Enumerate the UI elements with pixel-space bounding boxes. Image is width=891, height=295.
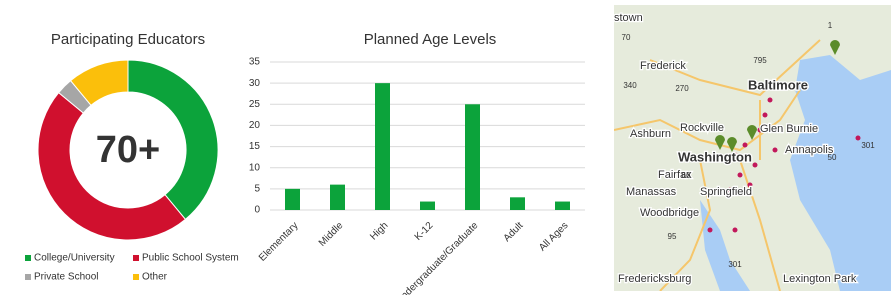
legend-label: Public School System bbox=[142, 253, 239, 264]
place-label: Manassas bbox=[626, 186, 677, 198]
shield: 301 bbox=[728, 260, 742, 269]
legend-swatch bbox=[25, 255, 31, 261]
center-label: 70+ bbox=[96, 129, 160, 171]
shield: 301 bbox=[861, 141, 875, 150]
shield: 50 bbox=[828, 153, 837, 162]
shield: 70 bbox=[622, 33, 631, 42]
x-tick-label: Adult bbox=[502, 220, 526, 244]
bar bbox=[285, 188, 300, 210]
legend-swatch bbox=[133, 274, 139, 280]
legend-label: Other bbox=[142, 272, 168, 283]
x-tick-label: Elementary bbox=[257, 220, 301, 264]
water bbox=[790, 55, 891, 291]
y-tick-label: 15 bbox=[249, 141, 261, 152]
place-label: Glen Burnie bbox=[760, 123, 818, 135]
y-tick-label: 10 bbox=[249, 162, 261, 173]
shield: 270 bbox=[675, 84, 689, 93]
donut-segment bbox=[127, 59, 219, 221]
x-tick-label: Middle bbox=[317, 220, 346, 249]
shield: 795 bbox=[753, 56, 767, 65]
map: stown Frederick Baltimore Rockville Ashb… bbox=[614, 5, 891, 291]
map-labels: stown Frederick Baltimore Rockville Ashb… bbox=[614, 11, 875, 287]
legend-label: Private School bbox=[34, 272, 98, 283]
shield: 1 bbox=[828, 21, 833, 30]
x-tick-label: Undergraduate/Graduate bbox=[394, 220, 481, 295]
legend-label: College/University bbox=[34, 253, 115, 264]
y-tick-label: 5 bbox=[254, 183, 260, 194]
place-label: Springfield bbox=[700, 186, 752, 198]
place-label: Frederick bbox=[640, 60, 686, 72]
legend-swatch bbox=[25, 274, 31, 280]
bar bbox=[375, 83, 390, 210]
place-label: Washington bbox=[678, 149, 752, 164]
place-label: Woodbridge bbox=[640, 207, 699, 219]
donut-segment bbox=[37, 91, 187, 241]
place-label: Annapolis bbox=[785, 144, 834, 156]
place-label: Lexington Park bbox=[783, 273, 857, 285]
bar bbox=[330, 184, 345, 210]
place-label: Ashburn bbox=[630, 128, 671, 140]
y-tick-label: 35 bbox=[249, 57, 261, 68]
place-label: Fredericksburg bbox=[618, 273, 691, 285]
bar bbox=[420, 201, 435, 210]
place-label: Rockville bbox=[680, 122, 724, 134]
y-tick-label: 0 bbox=[254, 205, 260, 216]
chart-title: Planned Age Levels bbox=[364, 31, 497, 48]
bar bbox=[510, 197, 525, 210]
shield: 95 bbox=[668, 232, 677, 241]
chart-title: Participating Educators bbox=[51, 31, 205, 48]
legend-swatch bbox=[133, 255, 139, 261]
bar bbox=[465, 104, 480, 210]
place-label: Fairfax bbox=[658, 169, 692, 181]
y-tick-label: 30 bbox=[249, 78, 261, 89]
shield: 66 bbox=[682, 171, 691, 180]
y-tick-label: 20 bbox=[249, 120, 261, 131]
donut-segment bbox=[69, 59, 129, 107]
place-label: stown bbox=[614, 12, 643, 24]
x-tick-label: High bbox=[368, 220, 390, 242]
y-tick-label: 25 bbox=[249, 99, 261, 110]
x-tick-label: K-12 bbox=[413, 220, 436, 243]
pins bbox=[715, 40, 840, 152]
bar bbox=[555, 201, 570, 210]
shield: 340 bbox=[623, 81, 637, 90]
x-tick-label: All Ages bbox=[537, 220, 570, 253]
water bbox=[700, 200, 750, 291]
place-label: Baltimore bbox=[748, 77, 808, 92]
